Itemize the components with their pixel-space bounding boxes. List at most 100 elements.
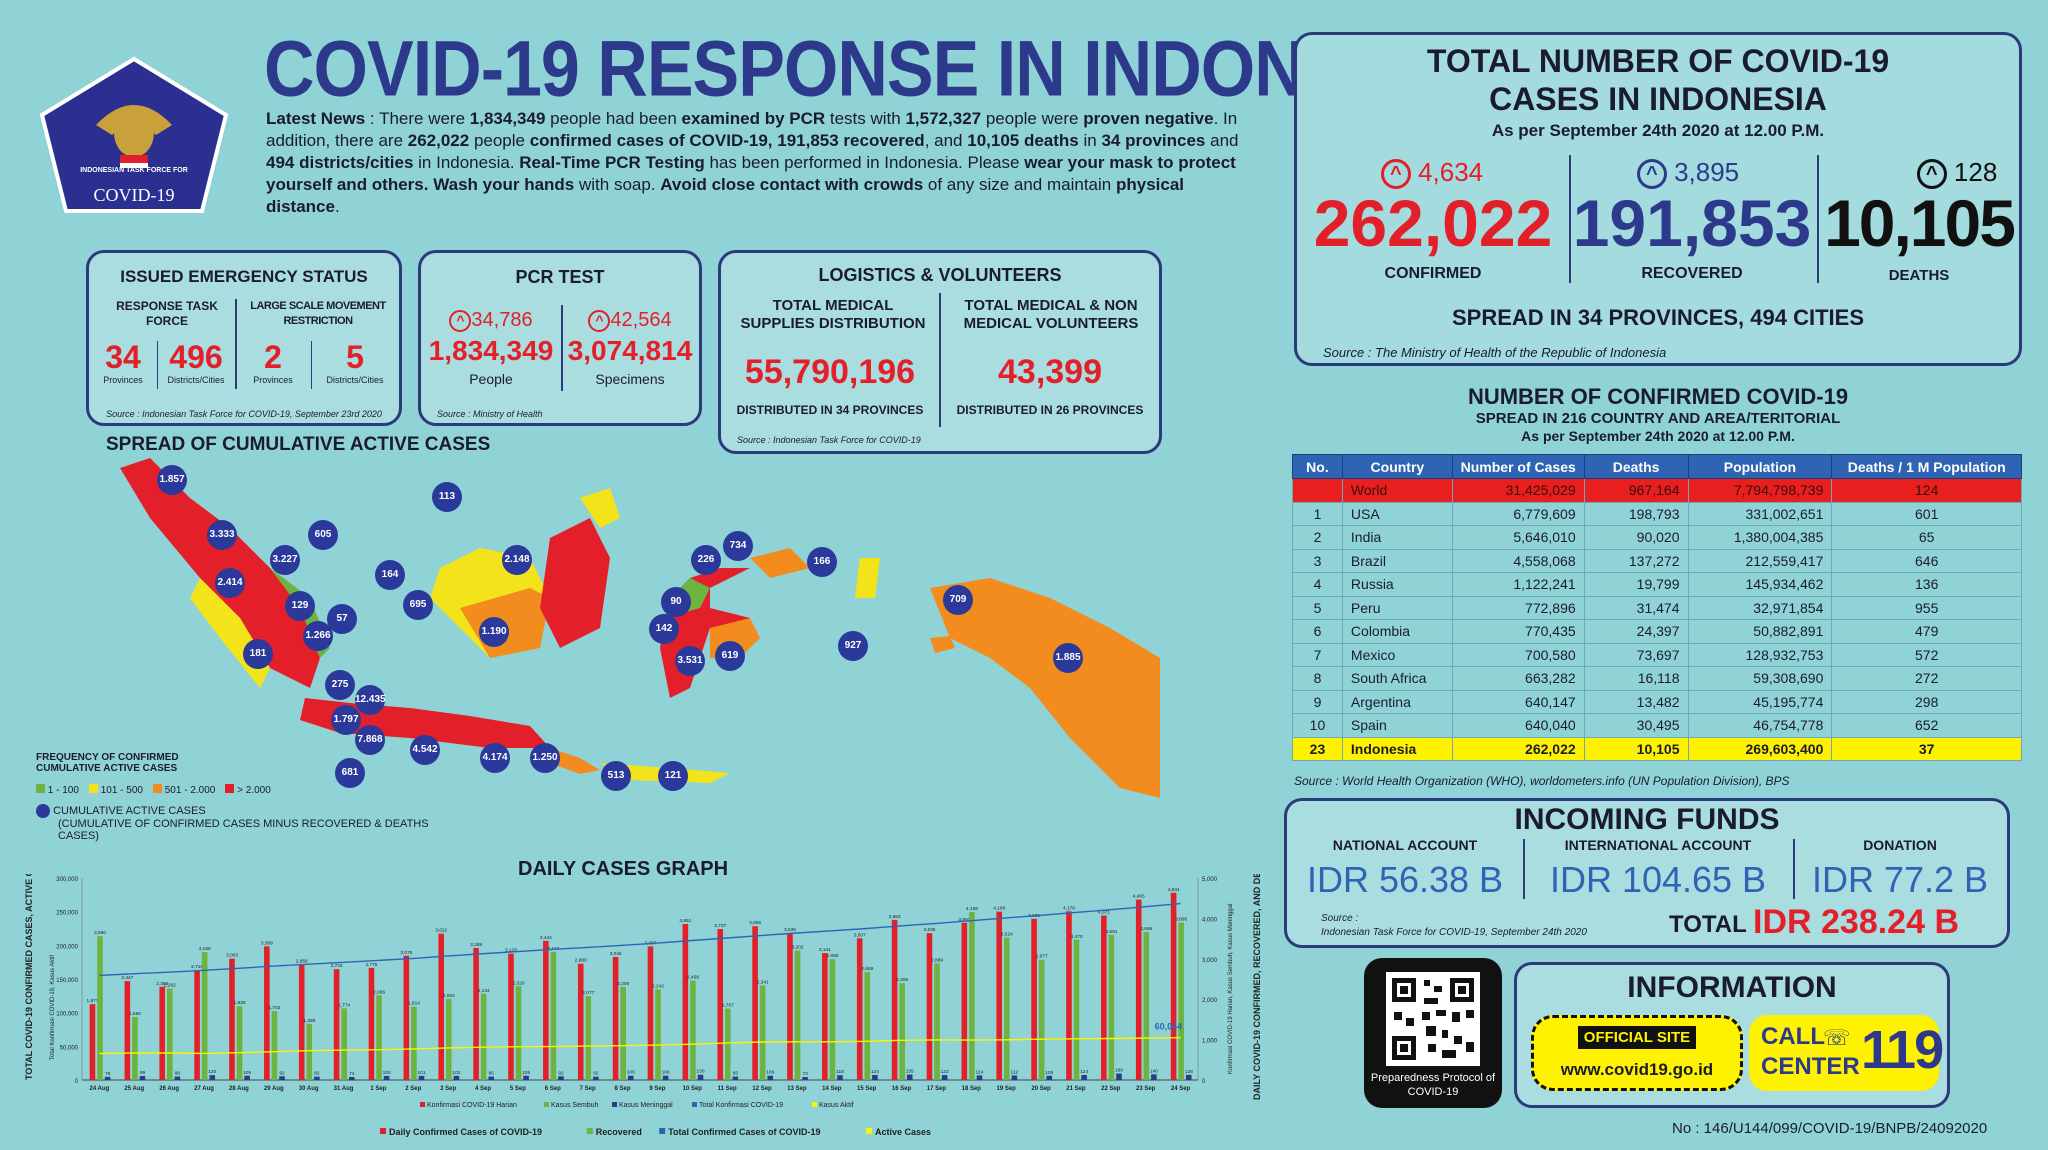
table-cell: 2: [1292, 525, 1343, 550]
table-row: 23 Indonesia 262,022 10,105 269,603,400 37: [1292, 736, 2022, 761]
table-row: 9 Argentina 640,147 13,482 45,195,774 298: [1292, 689, 2022, 714]
official-site-label: OFFICIAL SITE: [1578, 1026, 1696, 1049]
bar-deaths: [1116, 1073, 1122, 1080]
pcr-people-increase: ^ 34,786: [421, 309, 561, 332]
legend-label: Konfirmasi COVID-19 Harian: [427, 1102, 517, 1109]
bar-recovered: [132, 1016, 138, 1080]
table-cell: 90,020: [1583, 525, 1689, 550]
bar-daily-confirmed: [438, 933, 445, 1080]
bar-daily-confirmed: [891, 919, 898, 1080]
table-cell: 10: [1292, 713, 1343, 738]
bar-deaths: [453, 1075, 460, 1080]
table-cell: 24,397: [1583, 619, 1689, 644]
table-cell: 1: [1292, 501, 1343, 526]
confirmed-label: CONFIRMED: [1384, 265, 1482, 282]
table-cell: 6,779,609: [1451, 501, 1585, 526]
table-cell: 6: [1292, 619, 1343, 644]
x-tick-label: 8 Sep: [615, 1086, 631, 1092]
table-cell: Peru: [1341, 595, 1453, 620]
bar-data-label: 2,134: [478, 988, 490, 994]
emergency-status-card: ISSUED EMERGENCY STATUS RESPONSE TASK FO…: [86, 250, 402, 426]
x-tick-label: 24 Sep: [1171, 1086, 1191, 1092]
bar-daily-confirmed: [961, 922, 968, 1080]
pcr-specimens-increase: ^ 42,564: [561, 309, 699, 332]
active-cases-bubble: 142: [649, 614, 679, 644]
document-number: No : 146/U144/099/COVID-19/BNPB/24092020: [1672, 1120, 1988, 1137]
table-cell: 298: [1831, 689, 2022, 714]
world-source: Source : World Health Organization (WHO)…: [1294, 774, 1790, 788]
x-tick-label: 18 Sep: [962, 1086, 982, 1092]
table-cell: 272: [1831, 666, 2022, 691]
bar-data-label: 124: [871, 1069, 879, 1075]
bar-daily-confirmed: [543, 940, 549, 1080]
bar-daily-confirmed: [298, 964, 305, 1080]
table-cell: 8: [1292, 666, 1343, 691]
official-site-button[interactable]: OFFICIAL SITE www.covid19.go.id: [1531, 1015, 1743, 1091]
bar-recovered: [690, 980, 696, 1080]
bar-daily-confirmed: [647, 946, 654, 1080]
rtf-provinces-value: 34: [105, 339, 141, 375]
totals-card: TOTAL NUMBER OF COVID-19 CASES IN INDONE…: [1294, 32, 2022, 366]
bar-data-label: 1,702: [268, 1005, 280, 1011]
table-cell: 31,425,029: [1451, 478, 1585, 503]
bar-recovered: [97, 936, 103, 1080]
call-number[interactable]: 119: [1861, 1020, 1944, 1080]
legend-label: Total Konfirmasi COVID-19: [699, 1102, 783, 1109]
bar-recovered: [864, 972, 871, 1080]
bar-recovered: [446, 999, 452, 1080]
table-cell: 955: [1831, 595, 2022, 620]
totals-asof: As per September 24th 2020 at 12.00 P.M.: [1491, 121, 1825, 140]
call-center-button[interactable]: CALL ☏ CENTER 119: [1749, 1015, 1944, 1091]
bar-data-label: 135: [906, 1069, 914, 1075]
deaths-value: 10,105: [1824, 186, 2016, 260]
line-active-cases: [99, 1037, 1181, 1055]
bar-data-label: 2,880: [575, 958, 587, 964]
bar-recovered: [759, 985, 766, 1080]
bar-daily-confirmed: [333, 969, 340, 1080]
table-cell: South Africa: [1341, 666, 1453, 691]
bar-recovered: [1178, 922, 1184, 1080]
bar-data-label: 85: [489, 1071, 495, 1077]
volunteers-sub: DISTRIBUTED IN 26 PROVINCES: [956, 403, 1144, 417]
bar-daily-confirmed: [264, 946, 270, 1080]
table-cell: 124: [1831, 478, 2022, 503]
x-tick-label: 4 Sep: [475, 1086, 491, 1092]
bar-data-label: 2,977: [1036, 954, 1048, 960]
deaths-label: DEATHS: [1888, 267, 1950, 284]
bar-data-label: 92: [279, 1070, 285, 1076]
bar-daily-confirmed: [89, 1004, 96, 1080]
qr-card[interactable]: Preparedness Protocol of COVID-19: [1364, 958, 1502, 1108]
bar-data-label: 3,003: [226, 953, 238, 959]
bar-data-label: 2,341: [757, 979, 769, 985]
bar-data-label: 2,320: [513, 980, 525, 986]
bar-data-label: 82: [314, 1071, 320, 1077]
donation-value: IDR 77.2 B: [1811, 859, 1989, 900]
spread-summary: SPREAD IN 34 PROVINCES, 494 CITIES: [1451, 305, 1865, 330]
bar-recovered: [306, 1023, 313, 1080]
bar-data-label: 4,634: [1168, 887, 1180, 893]
bar-data-label: 120: [208, 1069, 216, 1075]
bar-daily-confirmed: [1170, 892, 1177, 1080]
bar-data-label: 1,814: [408, 1001, 420, 1007]
official-site-url[interactable]: www.covid19.go.id: [1560, 1060, 1714, 1079]
table-cell: 1,122,241: [1451, 572, 1585, 597]
x-tick-label: 29 Aug: [264, 1086, 284, 1092]
bar-data-label: 3,560: [94, 930, 106, 936]
col-header: Country: [1341, 454, 1453, 479]
col-header: No.: [1292, 454, 1343, 479]
chart-title: DAILY CASES GRAPH: [518, 858, 729, 880]
y-tick-left: 50,000: [60, 1045, 79, 1051]
bar-data-label: 99: [140, 1070, 146, 1076]
qr-code[interactable]: [1386, 972, 1480, 1066]
legend-label: Daily Confirmed Cases of COVID-19: [389, 1127, 542, 1137]
bar-deaths: [244, 1075, 250, 1080]
x-tick-label: 28 Aug: [229, 1086, 249, 1092]
bar-deaths: [139, 1076, 146, 1080]
y-tick-right: 0: [1202, 1079, 1206, 1085]
active-cases-bubble: 619: [715, 641, 745, 671]
active-cases-bubble: 1.797: [331, 705, 361, 735]
bar-data-label: 4,158: [966, 906, 978, 912]
bar-daily-confirmed: [194, 970, 200, 1080]
bar-deaths: [976, 1075, 983, 1080]
bar-data-label: 2,990: [826, 953, 838, 959]
